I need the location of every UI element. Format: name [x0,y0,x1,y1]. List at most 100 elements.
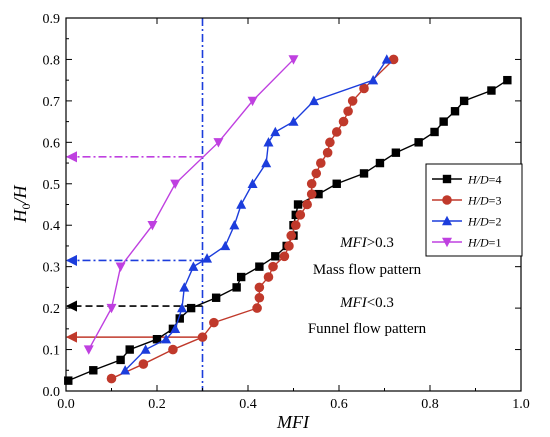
legend-label: H/D=3 [467,194,501,208]
data-point [391,148,401,157]
data-point [161,333,172,344]
data-point [247,178,258,188]
y-axis-label-main: H [10,209,30,224]
data-point [120,365,131,375]
y-tick-label: 0.5 [43,178,61,193]
data-point [220,240,231,251]
series-line [111,58,395,380]
y-tick-label: 0.8 [43,53,61,68]
data-point [211,293,221,302]
data-point [252,303,262,313]
data-point [322,147,333,158]
data-point [247,96,258,107]
data-point [343,106,353,117]
legend-label-rest: =1 [489,236,502,250]
data-point [288,116,299,126]
legend-label: H/D=2 [467,215,501,229]
x-tick-label: 0.8 [421,397,439,412]
y-tick-label: 0.2 [43,302,61,317]
data-point [170,323,181,334]
data-point [316,158,326,168]
data-point [331,127,342,137]
data-point [270,126,281,137]
annotation-funnel: MFI<0.3 Funnel flow pattern [308,295,427,337]
data-point [302,199,312,210]
data-point [138,359,149,369]
data-point [414,138,423,147]
legend-label-rest: =4 [489,173,502,187]
data-point [268,261,278,272]
y-axis-label-sub: 0 [19,204,33,210]
data-point [306,189,317,199]
data-point [487,86,496,95]
legend-label: H/D=1 [467,236,501,250]
data-point [271,252,280,261]
data-point [325,137,335,148]
y-tick-label: 0.6 [43,136,61,151]
x-tick-label: 1.0 [512,397,530,412]
x-tick-label: 0.4 [239,397,257,412]
data-point [338,116,349,127]
data-point [459,96,469,106]
data-point [359,169,369,178]
reference-lines [65,18,204,391]
data-point [359,83,369,94]
data-point [175,314,184,323]
data-point [106,373,117,384]
annotation-mfi-gt-italic: MFI [339,235,368,251]
legend-label-rest: =3 [489,194,502,208]
series-group [83,55,299,355]
data-point [236,272,246,282]
series-group [106,54,399,384]
legend-label-rest: =2 [489,215,502,229]
legend-label-italic: H/D [467,215,489,229]
annotation-mfi-lt-rest: <0.3 [367,295,394,311]
y-tick-label: 0.1 [43,344,61,359]
data-point [106,303,117,314]
data-point [125,345,134,354]
data-point [293,200,303,209]
y-tick-label: 0.7 [43,95,61,110]
data-point [188,261,199,271]
data-point [115,262,126,272]
data-point [209,317,219,328]
data-point [229,220,240,230]
data-point [263,272,274,282]
y-axis-label: H0/H [10,184,33,223]
data-point [306,178,317,189]
data-point [261,157,272,168]
data-point [147,221,158,231]
legend-item: H/D=1 [432,236,501,250]
data-point [254,282,265,293]
x-tick-label: 0.6 [330,397,348,412]
data-point [430,127,439,137]
annotation-mass-flow: Mass flow pattern [313,262,422,278]
data-point [311,168,322,179]
x-axis-label: MFI [276,412,310,432]
data-point [439,117,448,126]
data-point [236,199,247,209]
legend-item: H/D=2 [432,215,501,229]
y-tick-label: 0.4 [43,219,61,234]
legend-label: H/D=4 [467,173,501,187]
data-point [255,262,264,271]
y-tick-label: 0.9 [43,12,61,27]
data-point [89,366,98,375]
annotation-mass: MFI>0.3 Mass flow pattern [313,235,422,278]
legend-marker [442,237,452,248]
data-point [314,189,323,199]
legend-marker [442,215,452,226]
data-point [170,179,181,189]
y-tick-label: 0.3 [43,261,61,276]
data-series [64,54,512,385]
data-point [83,345,94,355]
data-point [263,137,274,147]
data-point [213,138,224,148]
data-point [197,332,208,342]
data-point [116,355,125,365]
data-point [186,303,196,313]
annotation-mfi-gt-rest: >0.3 [367,235,394,251]
data-point [64,376,73,385]
annotation-mfi-gt: MFI>0.3 [339,235,394,251]
axes: 0.0 0.2 0.4 0.6 0.8 1.0 0.0 0.1 0.2 0.3 0.4 0.5 0.6 0… [43,12,530,412]
